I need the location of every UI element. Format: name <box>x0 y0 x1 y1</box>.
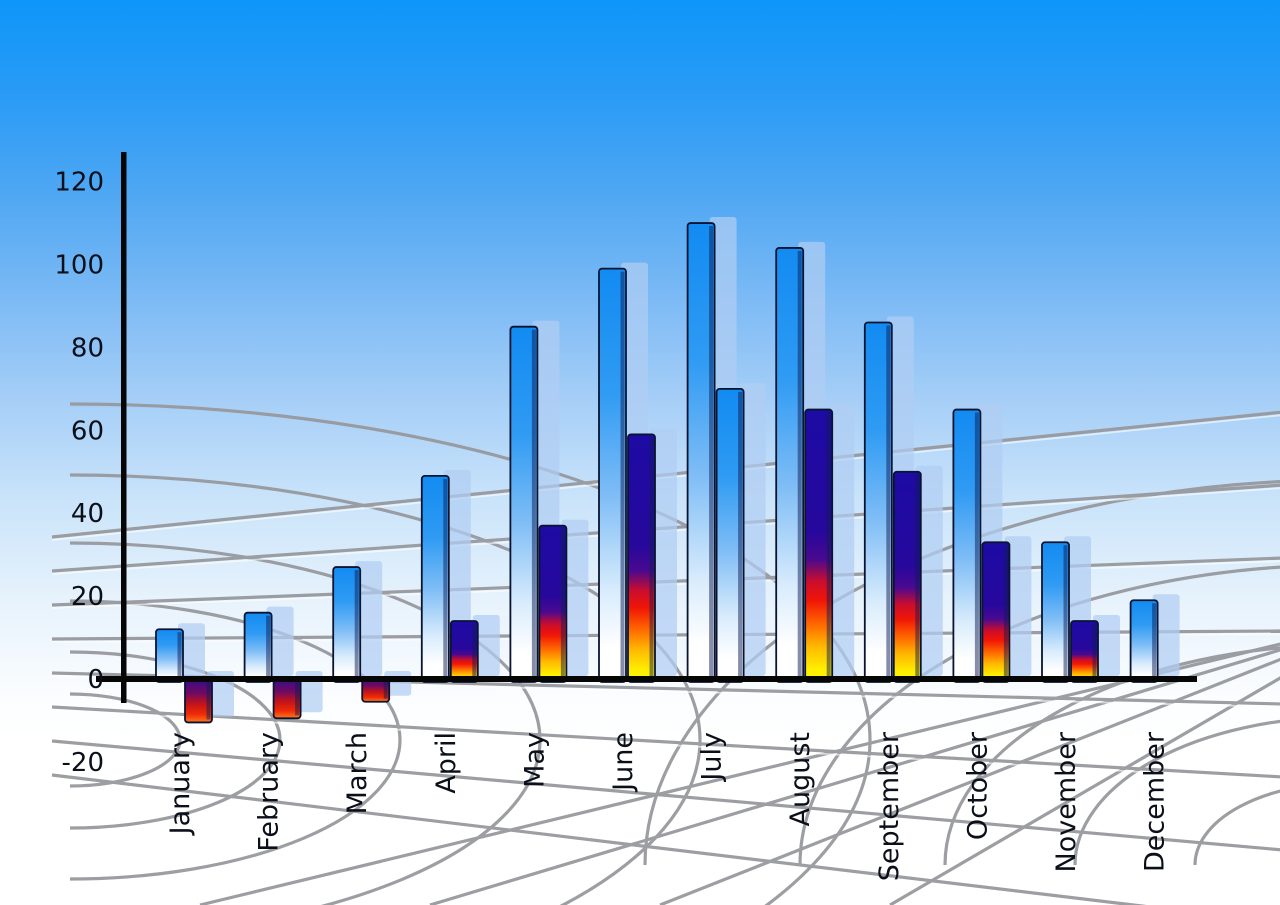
month-label-january: January <box>165 732 196 836</box>
y-tick-label-60: 60 <box>71 416 104 446</box>
month-label-may: May <box>519 732 550 788</box>
month-label-june: June <box>608 732 639 793</box>
bar-side-edge-december-primary <box>1152 603 1157 679</box>
bar-side-edge-september-secondary <box>915 474 920 679</box>
bar-shadow-october-secondary <box>1004 536 1032 676</box>
bar-side-edge-august-primary <box>797 250 802 680</box>
bar-side-edge-june-secondary <box>649 437 654 679</box>
bars-layer <box>155 217 1180 724</box>
month-group-november <box>1041 536 1120 683</box>
month-group-march <box>332 561 412 703</box>
month-group-october <box>952 403 1032 683</box>
month-label-december: December <box>1140 731 1171 872</box>
y-tick-label--20: -20 <box>62 748 104 778</box>
month-group-august <box>775 241 855 683</box>
bar-shadow-february-primary <box>266 606 294 676</box>
month-label-april: April <box>431 732 462 794</box>
bar-side-edge-june-primary <box>620 271 625 679</box>
axis-labels-layer: January February March April May June July Augu… <box>54 168 1170 882</box>
month-label-november: November <box>1051 731 1082 872</box>
bar-side-edge-october-primary <box>974 412 979 679</box>
month-group-december <box>1129 594 1180 683</box>
bar-shadow-march-primary <box>355 561 383 676</box>
bar-side-edge-july-secondary <box>738 391 743 679</box>
bar-shadow-june-secondary <box>650 428 677 676</box>
month-label-september: September <box>874 731 905 881</box>
y-tick-label-100: 100 <box>54 251 104 281</box>
bar-side-edge-february-primary <box>266 615 271 679</box>
y-tick-label-20: 20 <box>71 582 104 612</box>
month-label-july: July <box>697 732 728 783</box>
bar-side-edge-january-primary <box>177 632 182 679</box>
month-group-may <box>509 320 589 683</box>
month-label-march: March <box>342 732 373 814</box>
bar-shadow-may-secondary <box>561 519 589 676</box>
month-label-february: February <box>254 732 285 852</box>
bar-shadow-july-secondary <box>738 382 766 676</box>
bar-side-edge-november-primary <box>1063 545 1068 679</box>
y-tick-label-0: 0 <box>87 665 104 695</box>
bar-side-edge-may-secondary <box>560 528 565 679</box>
bar-side-edge-march-primary <box>354 570 359 679</box>
bar-side-edge-may-primary <box>531 329 536 679</box>
month-group-february <box>243 606 323 720</box>
month-group-june <box>598 262 677 683</box>
bar-side-edge-november-secondary <box>1092 623 1097 679</box>
bar-side-edge-march-secondary <box>383 680 388 699</box>
y-tick-label-40: 40 <box>71 499 104 529</box>
bar-side-edge-september-primary <box>886 325 891 679</box>
bar-side-edge-october-secondary <box>1003 545 1008 679</box>
bar-side-edge-july-primary <box>709 226 714 680</box>
bar-shadow-december-primary <box>1152 594 1180 676</box>
month-group-july <box>686 217 766 683</box>
month-label-august: August <box>785 732 816 827</box>
month-group-january <box>155 623 234 724</box>
bar-shadow-april-secondary <box>472 614 500 676</box>
y-tick-label-80: 80 <box>71 333 104 363</box>
bar-shadow-august-secondary <box>827 403 855 676</box>
bar-shadow-january-secondary <box>207 671 234 717</box>
bar-shadow-september-secondary <box>915 465 943 676</box>
bar-shadow-january-primary <box>178 623 205 676</box>
bar-side-edge-february-secondary <box>295 680 300 716</box>
bar-side-edge-april-secondary <box>472 623 477 679</box>
y-axis-line <box>121 152 127 703</box>
bar-side-edge-january-secondary <box>206 680 211 720</box>
x-axis-zero-line <box>96 676 1197 682</box>
month-label-october: October <box>962 731 993 840</box>
month-group-april <box>420 469 500 683</box>
bar-side-edge-april-primary <box>443 478 448 679</box>
y-tick-label-120: 120 <box>54 168 104 198</box>
bar-shadow-november-secondary <box>1093 614 1120 676</box>
bar-side-edge-august-secondary <box>826 412 831 679</box>
